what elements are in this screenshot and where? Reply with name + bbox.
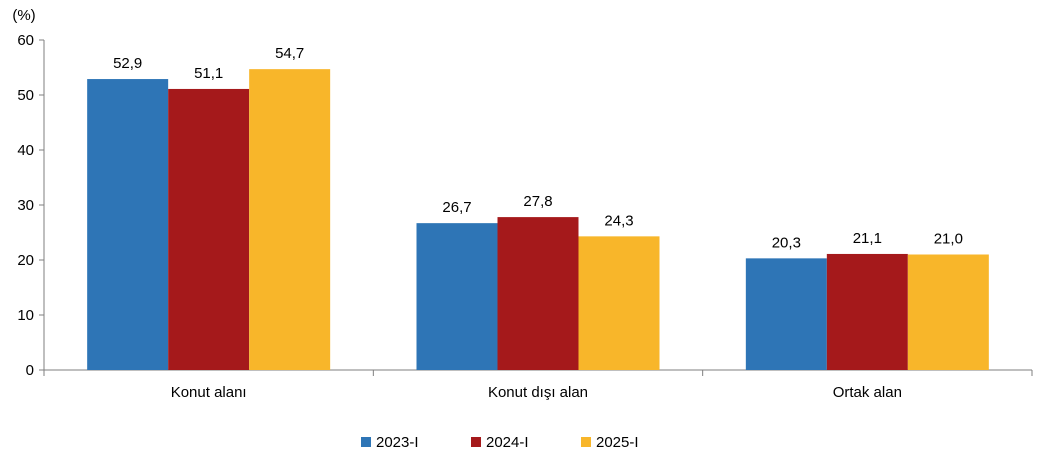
y-tick-label: 40 — [17, 142, 34, 159]
bar — [578, 236, 660, 370]
y-tick-label: 20 — [17, 252, 34, 269]
legend-swatch — [581, 437, 591, 447]
y-tick-label: 60 — [17, 32, 34, 49]
data-label: 21,0 — [934, 231, 963, 248]
data-label: 26,7 — [442, 199, 471, 216]
data-label: 52,9 — [113, 55, 142, 72]
data-label: 20,3 — [772, 234, 801, 251]
bar — [826, 253, 908, 370]
legend: 2023-I 2024-I 2025-I — [361, 434, 639, 451]
bar — [87, 79, 169, 371]
legend-label: 2025-I — [596, 434, 639, 451]
bars-group: 52,9 51,1 54,7 26,7 27,8 24,3 20,3 21,1 21,0 — [87, 45, 989, 371]
y-axis-unit-label: (%) — [12, 7, 35, 24]
data-label: 27,8 — [523, 193, 552, 210]
y-tick-label: 10 — [17, 307, 34, 324]
legend-swatch — [361, 437, 371, 447]
data-label: 24,3 — [604, 212, 633, 229]
x-axis: Konut alanı Konut dışı alan Ortak alan — [43, 369, 1033, 401]
data-label: 51,1 — [194, 65, 223, 82]
bar — [497, 217, 579, 370]
bar — [907, 254, 989, 370]
bar — [416, 223, 498, 370]
x-category-label: Konut alanı — [171, 384, 247, 401]
x-category-label: Ortak alan — [833, 384, 902, 401]
data-label: 54,7 — [275, 45, 304, 62]
legend-swatch — [471, 437, 481, 447]
bar — [745, 258, 827, 370]
y-axis: 0 10 20 30 40 50 60 — [17, 32, 45, 379]
bar — [249, 69, 331, 371]
data-label: 21,1 — [853, 230, 882, 247]
legend-label: 2023-I — [376, 434, 419, 451]
y-tick-label: 0 — [26, 362, 34, 379]
x-category-label: Konut dışı alan — [488, 384, 588, 401]
legend-label: 2024-I — [486, 434, 529, 451]
y-tick-label: 50 — [17, 87, 34, 104]
y-tick-label: 30 — [17, 197, 34, 214]
bar — [168, 88, 250, 370]
